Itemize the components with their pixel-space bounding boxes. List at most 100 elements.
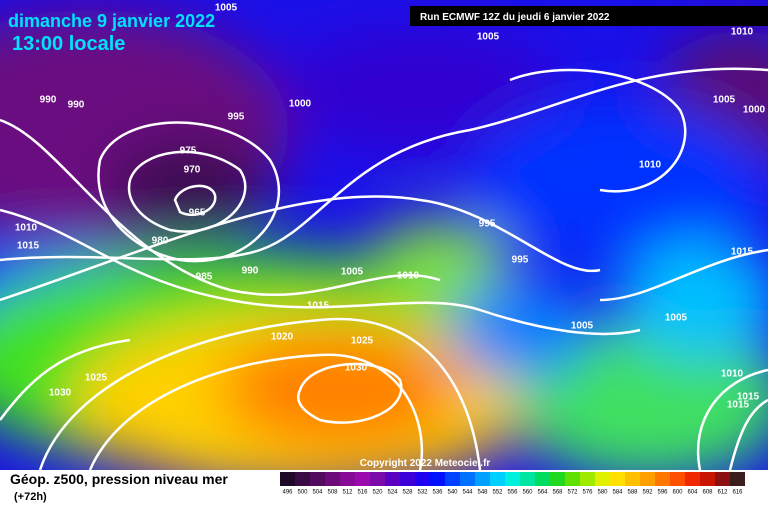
isobar-label: 1005 xyxy=(571,321,594,332)
colorbar-label: 536 xyxy=(432,490,443,496)
isobar-label: 1000 xyxy=(289,99,312,110)
isobar-label: 1015 xyxy=(731,247,754,258)
colorbar-label: 544 xyxy=(462,490,473,496)
isobar-label: 990 xyxy=(40,95,57,106)
colorbar: 496 500 504 508 512 516 520 524 528 532 536 540 544 5… xyxy=(280,472,745,496)
isobar-label: 1015 xyxy=(727,400,750,411)
isobar-label: 985 xyxy=(196,272,213,283)
colorbar-cell xyxy=(730,472,745,486)
colorbar-cell xyxy=(550,472,565,486)
colorbar-cell xyxy=(490,472,505,486)
isobar-label: 965 xyxy=(189,208,206,219)
colorbar-cell xyxy=(640,472,655,486)
colorbar-cell xyxy=(715,472,730,486)
colorbar-cell xyxy=(625,472,640,486)
colorbar-cell xyxy=(415,472,430,486)
isobar-label: 1030 xyxy=(345,363,368,374)
isobar-label: 1005 xyxy=(713,95,736,106)
colorbar-label: 508 xyxy=(327,490,338,496)
colorbar-label: 592 xyxy=(642,490,653,496)
colorbar-label: 540 xyxy=(447,490,458,496)
isobar-label: 1015 xyxy=(737,392,760,403)
legend-strip: Géop. z500, pression niveau mer (+72h) 4… xyxy=(10,471,745,503)
colorbar-label: 608 xyxy=(702,490,713,496)
isobar-label: 1020 xyxy=(271,332,294,343)
colorbar-label: 552 xyxy=(492,490,503,496)
isobar-label: 1005 xyxy=(215,3,238,14)
isobar-label: 1025 xyxy=(351,336,374,347)
isobar-label: 995 xyxy=(512,255,529,266)
isobar-label: 975 xyxy=(180,146,197,157)
isobar-label: 1025 xyxy=(85,373,108,384)
colorbar-label: 520 xyxy=(372,490,383,496)
isobars xyxy=(0,67,768,470)
isobar-label: 1010 xyxy=(639,160,662,171)
colorbar-cell xyxy=(325,472,340,486)
colorbar-label: 516 xyxy=(357,490,368,496)
colorbar-label: 588 xyxy=(627,490,638,496)
isobar-label: 1005 xyxy=(665,313,688,324)
isobar-label: 1015 xyxy=(307,301,330,312)
isobar-label: 1005 xyxy=(341,267,364,278)
colorbar-cell xyxy=(355,472,370,486)
colorbar-cell xyxy=(400,472,415,486)
colorbar-label: 548 xyxy=(477,490,488,496)
colorbar-cell xyxy=(700,472,715,486)
colorbar-cell xyxy=(445,472,460,486)
colorbar-label: 500 xyxy=(297,490,308,496)
colorbar-cell xyxy=(385,472,400,486)
isobar-label: 995 xyxy=(479,219,496,230)
colorbar-cell xyxy=(520,472,535,486)
isobar-label: 1010 xyxy=(15,223,38,234)
colorbar-label: 560 xyxy=(522,490,533,496)
isobar-label: 1010 xyxy=(721,369,744,380)
isobar-label: 1000 xyxy=(743,105,766,116)
colorbar-label: 504 xyxy=(312,490,323,496)
isobar-label: 1010 xyxy=(731,27,754,38)
colorbar-label: 524 xyxy=(387,490,398,496)
colorbar-label: 496 xyxy=(282,490,293,496)
field xyxy=(0,0,768,470)
isobar-label: 1030 xyxy=(49,388,72,399)
run-info: Run ECMWF 12Z du jeudi 6 janvier 2022 xyxy=(420,12,610,23)
colorbar-cell xyxy=(655,472,670,486)
colorbar-label: 596 xyxy=(657,490,668,496)
colorbar-label: 612 xyxy=(717,490,728,496)
legend-title: Géop. z500, pression niveau mer xyxy=(10,471,228,487)
colorbar-cell xyxy=(610,472,625,486)
isobar-label: 1005 xyxy=(477,32,500,43)
lead-time: (+72h) xyxy=(14,491,47,503)
isobar-label: 990 xyxy=(242,266,259,277)
colorbar-cell xyxy=(595,472,610,486)
colorbar-cell xyxy=(460,472,475,486)
colorbar-label: 568 xyxy=(552,490,563,496)
colorbar-cell xyxy=(685,472,700,486)
colorbar-cell xyxy=(535,472,550,486)
isobar-label: 980 xyxy=(152,236,169,247)
colorbar-cell xyxy=(505,472,520,486)
colorbar-label: 584 xyxy=(612,490,623,496)
date-title: dimanche 9 janvier 2022 xyxy=(8,11,215,31)
colorbar-cell xyxy=(295,472,310,486)
map: 1005 1005 1010 990 990 995 1000 1005 1000 975 970 9… xyxy=(0,0,768,470)
colorbar-label: 564 xyxy=(537,490,548,496)
colorbar-cell xyxy=(670,472,685,486)
colorbar-cell xyxy=(280,472,295,486)
isobar-label: 1010 xyxy=(397,271,420,282)
isobar-label: 1015 xyxy=(17,241,40,252)
copyright: Copyright 2022 Meteociel.fr xyxy=(360,458,491,469)
colorbar-label: 576 xyxy=(582,490,593,496)
colorbar-label: 572 xyxy=(567,490,578,496)
colorbar-label: 616 xyxy=(732,490,743,496)
colorbar-cell xyxy=(430,472,445,486)
colorbar-label: 512 xyxy=(342,490,353,496)
colorbar-cell xyxy=(340,472,355,486)
colorbar-cell xyxy=(475,472,490,486)
isobar-label: 970 xyxy=(184,165,201,176)
colorbar-label: 600 xyxy=(672,490,683,496)
run-box xyxy=(410,6,768,26)
colorbar-label: 532 xyxy=(417,490,428,496)
colorbar-label: 604 xyxy=(687,490,698,496)
time-title: 13:00 locale xyxy=(12,33,125,55)
